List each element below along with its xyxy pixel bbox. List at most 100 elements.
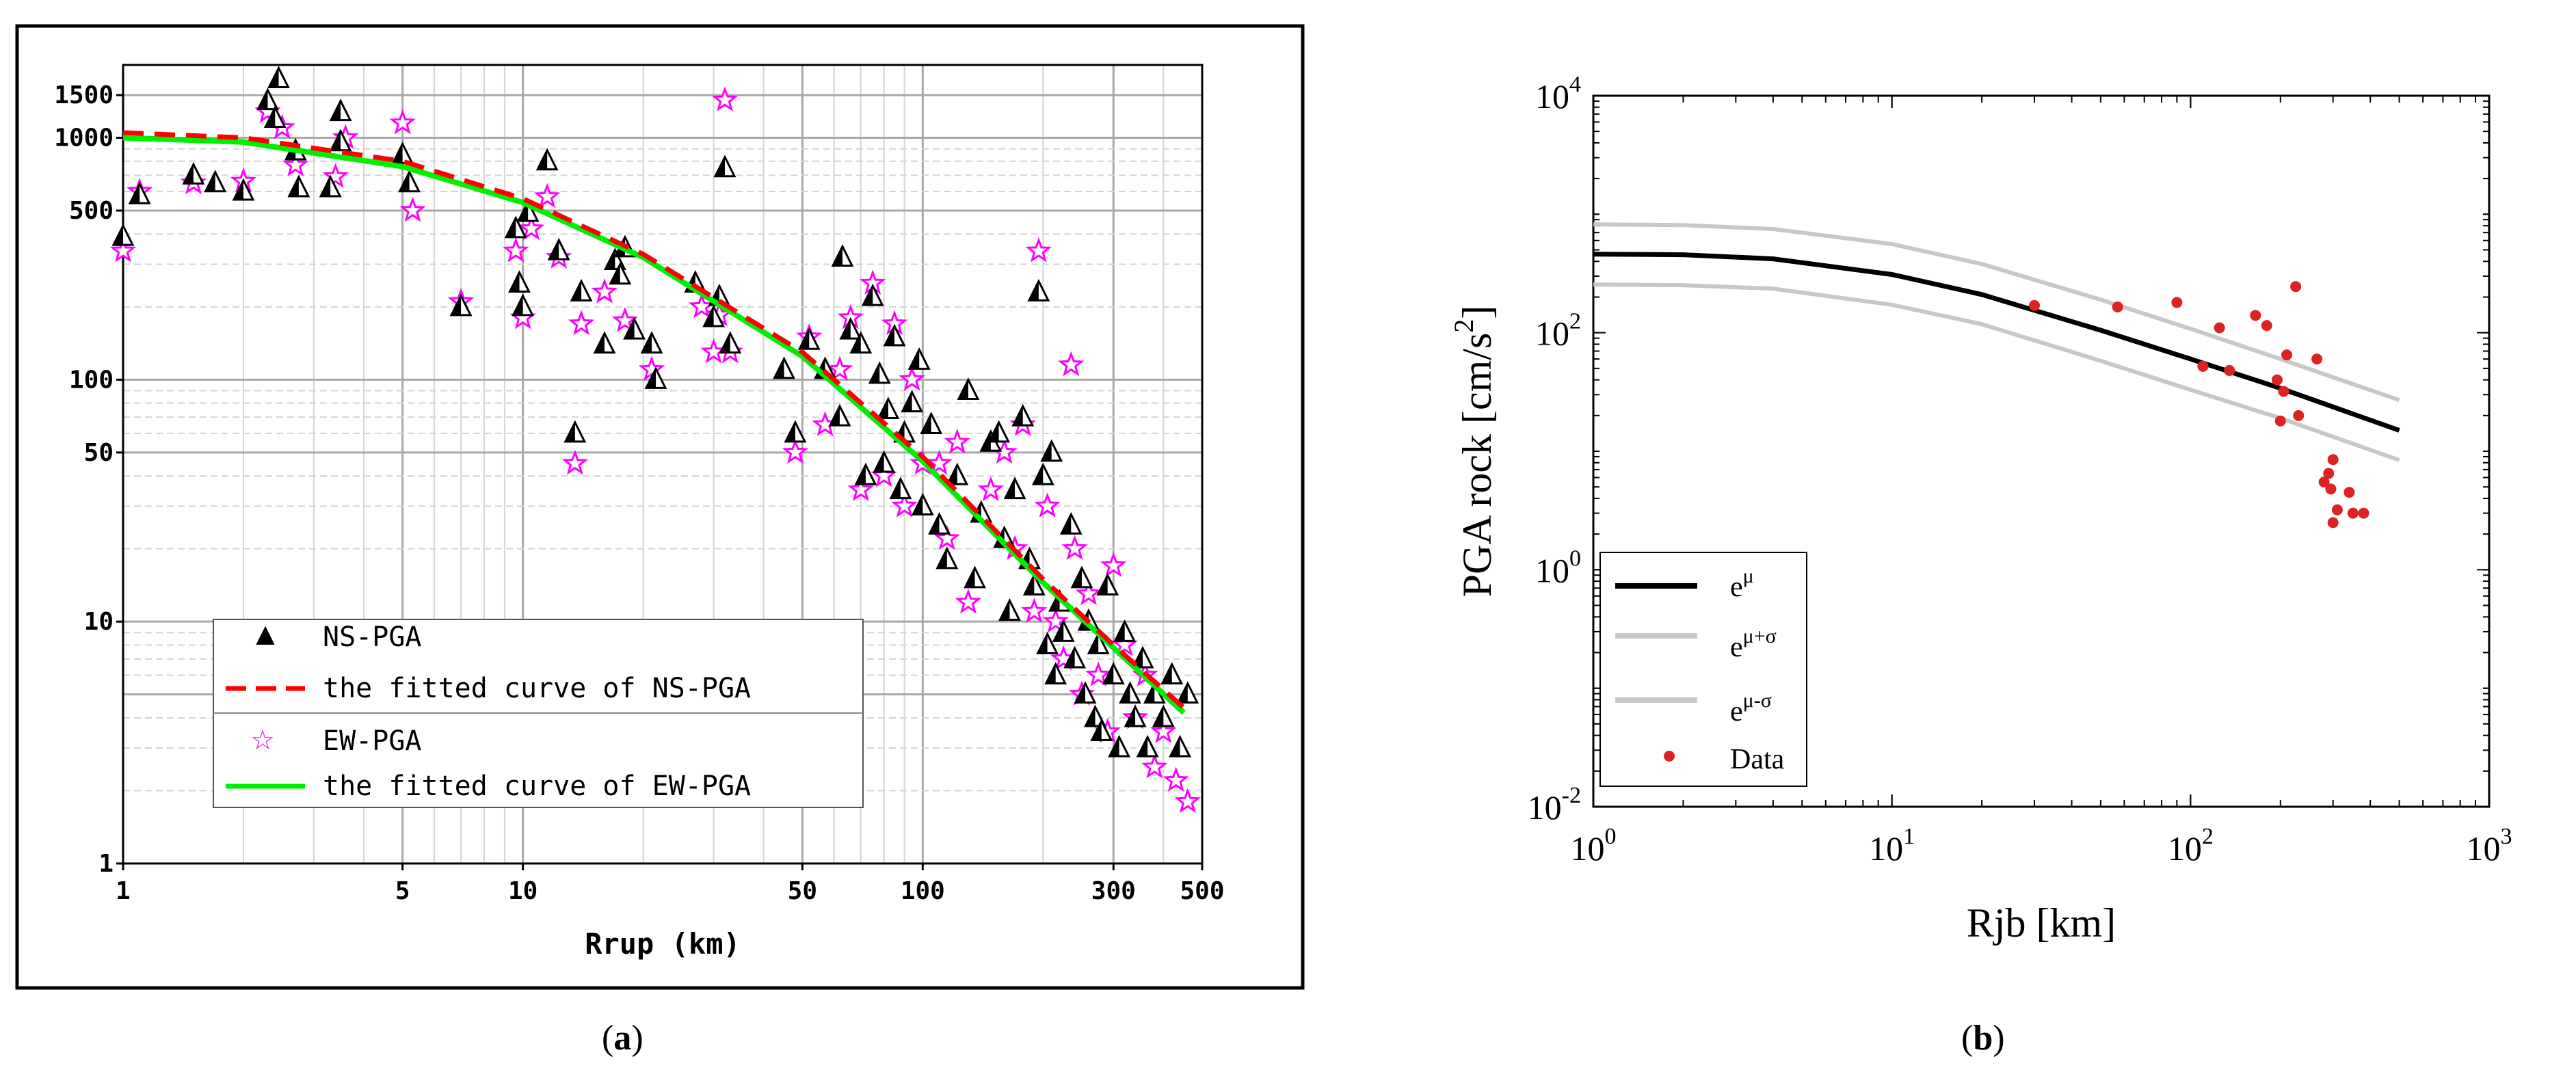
- ew-pga-point: [1100, 552, 1127, 578]
- ns-pga-point-fill: [1085, 706, 1096, 726]
- b-xtick-label: 101: [1869, 824, 1915, 868]
- ns-pga-point-fill: [981, 431, 991, 451]
- ns-pga-point-fill: [720, 333, 730, 353]
- b-xtick-label: 103: [2467, 824, 2512, 868]
- b-data-point: [2224, 364, 2235, 376]
- ns-pga-point-fill: [1138, 737, 1148, 757]
- panel-b-x-axis-label: Rjb [km]: [1967, 900, 2116, 946]
- ns-pga-point-fill: [265, 107, 276, 127]
- legend-ew-fit: the fitted curve of EW-PGA: [323, 770, 751, 802]
- panel-b-caption: (b): [1961, 1019, 2005, 1058]
- b-data-point: [2171, 297, 2183, 308]
- ns-pga-point-fill: [610, 264, 620, 284]
- ew-pga-point: [891, 492, 918, 518]
- ns-pga-point-fill: [1013, 406, 1023, 426]
- ns-pga-point-fill: [874, 453, 884, 472]
- ns-pga-point-fill: [1061, 514, 1072, 534]
- b-ytick-label: 104: [1535, 72, 1581, 116]
- b-data-point: [2327, 454, 2339, 466]
- ew-pga-point: [1150, 718, 1177, 743]
- b-data-point: [2271, 374, 2283, 386]
- b-data-point: [2311, 353, 2323, 365]
- ns-pga-point-fill: [1104, 664, 1114, 684]
- ns-pga-point-fill: [537, 150, 548, 170]
- b-xtick-label: 100: [1571, 824, 1617, 868]
- ns-pga-point-fill: [885, 326, 895, 346]
- ns-pga-point-fill: [913, 495, 923, 515]
- ns-pga-point-fill: [1178, 683, 1188, 703]
- b-data-point: [2358, 507, 2369, 519]
- ns-pga-point-fill: [799, 330, 810, 349]
- panel-b-series: [1593, 222, 2400, 528]
- ns-pga-point-fill: [205, 172, 215, 191]
- ns-pga-point-fill: [1120, 683, 1130, 703]
- ew-pga-point: [533, 183, 561, 209]
- ns-pga-point-fill: [572, 281, 582, 301]
- ns-pga-point-fill: [1154, 706, 1164, 726]
- panel-a-legend: NS-PGA the fitted curve of NS-PGA ☆ EW-P…: [213, 619, 864, 808]
- ns-pga-point-fill: [565, 422, 575, 442]
- panel-b: 10-2 100 102 104 100 101 102 103 Rjb [km…: [1448, 72, 2512, 1058]
- legend-mu: eμ: [1730, 565, 1754, 603]
- ns-pga-point-fill: [833, 246, 843, 266]
- b-data-point: [2290, 281, 2302, 293]
- ns-pga-point-fill: [851, 333, 861, 353]
- ew-pga-point: [955, 588, 982, 614]
- ns-pga-point-fill: [1046, 664, 1056, 684]
- ew-pga-point: [1061, 535, 1088, 561]
- ns-pga-point-fill: [289, 176, 299, 196]
- ew-pga-point: [1021, 598, 1048, 623]
- ns-pga-point-fill: [855, 465, 866, 485]
- ns-pga-point-fill: [863, 286, 873, 306]
- ns-pga-point-fill: [624, 319, 635, 339]
- ns-pga-point-fill: [840, 319, 851, 339]
- panel-a-plot-area: [122, 64, 1204, 865]
- ew-pga-point: [1163, 766, 1189, 792]
- a-xtick-label: 300: [1091, 877, 1136, 905]
- ns-pga-point-fill: [921, 414, 931, 433]
- a-xtick-label: 1: [116, 877, 131, 905]
- ns-pga-point-fill: [909, 349, 920, 369]
- ns-pga-point-fill: [509, 272, 520, 292]
- a-xtick-label: 100: [901, 877, 945, 905]
- panel-a-x-ticks: 1 5 10 50 100 300 500: [116, 877, 1224, 905]
- b-data-point: [2214, 322, 2225, 334]
- legend-mu-plus-sigma: eμ+σ: [1730, 625, 1777, 663]
- a-xtick-label: 50: [788, 877, 817, 905]
- ew-pga-point: [611, 307, 639, 332]
- ns-pga-point-fill: [1028, 281, 1039, 301]
- ns-pga-point-fill: [506, 217, 516, 237]
- ew-pga-point: [926, 449, 953, 475]
- ew-pga-point: [826, 356, 853, 381]
- b-data-point: [2325, 483, 2337, 495]
- ns-pga-point-fill: [646, 368, 656, 388]
- b-mu-minus-sigma-line: [1593, 282, 2400, 462]
- ns-pga-point-fill: [605, 250, 615, 269]
- ns-pga-point-fill: [1091, 721, 1102, 740]
- ns-pga-point-fill: [595, 333, 605, 353]
- ns-pga-point-fill: [989, 422, 999, 442]
- a-ytick-label: 1500: [54, 81, 114, 109]
- panel-a-x-axis-label: Rrup (km): [585, 927, 741, 961]
- ns-pga-point-fill: [965, 567, 975, 587]
- b-data-point: [2250, 310, 2261, 321]
- ns-pga-point-fill: [114, 226, 123, 245]
- ns-pga-point-fill: [1037, 634, 1048, 654]
- b-data-point: [2197, 360, 2209, 372]
- panel-a: 1 10 50 100 500 1000 1500 1 5 10 50 100 …: [15, 24, 1305, 1058]
- ew-pga-point: [638, 356, 665, 381]
- ew-pga-point: [1075, 580, 1102, 606]
- a-ytick-label: 10: [84, 608, 114, 636]
- ns-pga-point-fill: [1089, 634, 1099, 654]
- legend-ns-fit: the fitted curve of NS-PGA: [323, 673, 751, 704]
- ew-pga-point: [977, 476, 1005, 502]
- ew-pga-point: [847, 476, 875, 502]
- a-xtick-label: 500: [1180, 877, 1224, 905]
- ew-pga-point: [1174, 788, 1201, 814]
- legend-ns-pga: NS-PGA: [323, 621, 422, 653]
- ew-pga-point: [561, 449, 589, 475]
- a-ytick-label: 1000: [54, 124, 114, 152]
- ns-pga-point-fill: [785, 422, 795, 442]
- ew-pga-point: [591, 278, 618, 304]
- ew-pga-point: [503, 237, 529, 263]
